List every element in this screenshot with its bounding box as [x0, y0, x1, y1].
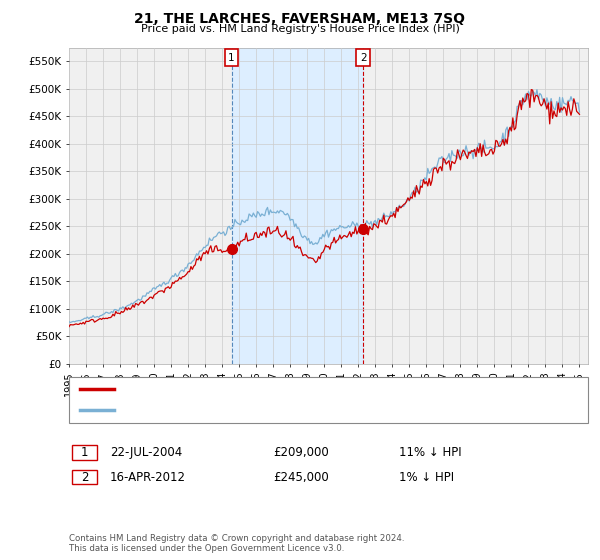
Text: 11% ↓ HPI: 11% ↓ HPI [399, 446, 461, 459]
Text: 2: 2 [360, 53, 367, 63]
Text: 21, THE LARCHES, FAVERSHAM, ME13 7SQ: 21, THE LARCHES, FAVERSHAM, ME13 7SQ [134, 12, 466, 26]
Text: 21, THE LARCHES, FAVERSHAM, ME13 7SQ (detached house): 21, THE LARCHES, FAVERSHAM, ME13 7SQ (de… [121, 384, 437, 394]
Text: Price paid vs. HM Land Registry's House Price Index (HPI): Price paid vs. HM Land Registry's House … [140, 24, 460, 34]
Text: 1: 1 [81, 446, 88, 459]
Text: HPI: Average price, detached house, Swale: HPI: Average price, detached house, Swal… [121, 405, 345, 416]
Text: Contains HM Land Registry data © Crown copyright and database right 2024.
This d: Contains HM Land Registry data © Crown c… [69, 534, 404, 553]
Text: 1: 1 [228, 53, 235, 63]
Text: 2: 2 [81, 470, 88, 484]
Text: 1% ↓ HPI: 1% ↓ HPI [399, 470, 454, 484]
Bar [232, 48, 363, 364]
Text: £245,000: £245,000 [273, 470, 329, 484]
Text: £209,000: £209,000 [273, 446, 329, 459]
Text: 22-JUL-2004: 22-JUL-2004 [110, 446, 182, 459]
Text: 16-APR-2012: 16-APR-2012 [110, 470, 186, 484]
